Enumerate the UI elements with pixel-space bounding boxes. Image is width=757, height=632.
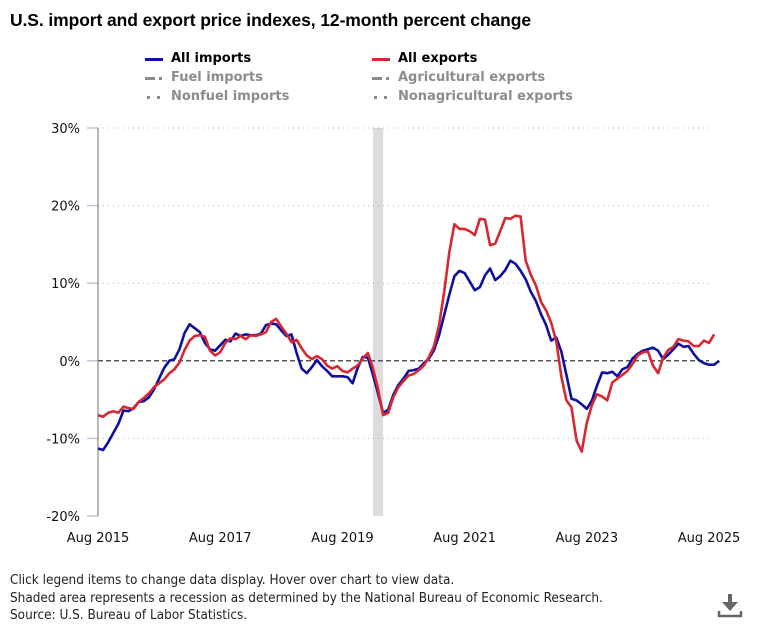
download-icon (717, 594, 743, 618)
y-tick-label: -20% (46, 510, 80, 525)
legend-label: Agricultural exports (398, 70, 546, 85)
legend-item-nonagricultural-exports[interactable]: Nonagricultural exports (372, 89, 573, 104)
legend-label: All exports (398, 51, 478, 66)
x-tick-label: Aug 2023 (555, 531, 618, 546)
y-tick-label: 20% (51, 200, 80, 215)
chart-notes: Click legend items to change data displa… (10, 572, 603, 625)
legend-label: All imports (171, 51, 252, 66)
series-line (97, 259, 720, 452)
y-tick-label: 0% (59, 355, 80, 370)
y-tick-label: 10% (51, 277, 80, 292)
x-tick-label: Aug 2025 (678, 531, 741, 546)
instructions-note: Click legend items to change data displa… (10, 573, 455, 588)
x-tick-label: Aug 2017 (189, 531, 252, 546)
x-tick-label: Aug 2015 (67, 531, 130, 546)
legend-item-fuel-imports[interactable]: Fuel imports (145, 70, 263, 85)
source-note: Source: U.S. Bureau of Labor Statistics. (10, 608, 248, 623)
solid-line-swatch-icon: .legend-item[data-name="legend-item-all-… (145, 53, 163, 65)
legend-label: Fuel imports (171, 70, 263, 85)
dot-swatch-icon (145, 91, 163, 103)
chart-title: U.S. import and export price indexes, 12… (10, 10, 531, 30)
dot-swatch-icon (372, 91, 390, 103)
line-chart[interactable]: 30% 20% 10% 0% -10% -20% Aug 2015 Aug 2017 Aug 2… (0, 0, 757, 560)
download-button[interactable] (716, 592, 744, 620)
x-tick-label: Aug 2021 (433, 531, 496, 546)
series-line (97, 214, 716, 453)
solid-line-swatch-icon: .legend-item[data-name="legend-item-all-… (372, 53, 390, 65)
legend-label: Nonagricultural exports (398, 89, 573, 104)
dash-dot-swatch-icon (145, 72, 163, 84)
legend-item-all-imports[interactable]: .legend-item[data-name="legend-item-all-… (145, 51, 251, 66)
recession-note: Shaded area represents a recession as de… (10, 590, 603, 606)
y-tick-label: -10% (46, 432, 80, 447)
legend-item-all-exports[interactable]: .legend-item[data-name="legend-item-all-… (372, 51, 477, 66)
legend-item-agricultural-exports[interactable]: Agricultural exports (372, 70, 545, 85)
legend-item-nonfuel-imports[interactable]: Nonfuel imports (145, 89, 289, 104)
recession-shading (372, 128, 384, 516)
series-all-exports (97, 214, 716, 453)
dash-dot-swatch-icon (372, 72, 390, 84)
y-tick-label: 30% (51, 122, 80, 137)
x-tick-label: Aug 2019 (311, 531, 374, 546)
legend-label: Nonfuel imports (171, 89, 290, 104)
series-all-imports (97, 259, 720, 452)
